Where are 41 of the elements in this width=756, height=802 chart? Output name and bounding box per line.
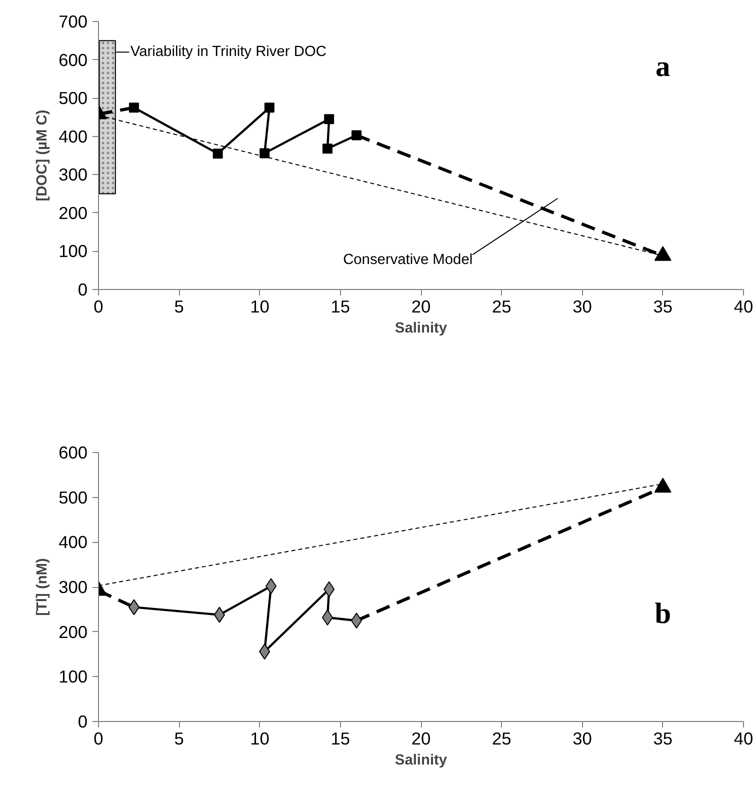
- x-tick-label: 0: [94, 728, 104, 748]
- y-tick-label: 500: [58, 88, 88, 108]
- x-tick-label: 20: [411, 728, 431, 748]
- x-tick-label: 40: [734, 728, 754, 748]
- x-tick-label: 30: [572, 728, 592, 748]
- x-tick-label: 5: [174, 296, 184, 316]
- x-tick-label: 20: [411, 296, 431, 316]
- y-axis-title: [Tl] (nM): [34, 558, 51, 616]
- x-tick-label: 15: [330, 728, 350, 748]
- y-tick-label: 100: [58, 666, 88, 687]
- x-tick-label: 5: [174, 728, 184, 748]
- x-tick-label: 10: [250, 728, 270, 748]
- x-tick-label: 0: [94, 296, 104, 316]
- x-tick-label: 10: [250, 296, 270, 316]
- x-tick-label: 25: [492, 728, 512, 748]
- y-tick-label: 0: [78, 712, 88, 732]
- annotation: Variability in Trinity River DOC: [130, 44, 327, 60]
- y-tick-label: 400: [58, 532, 88, 552]
- annotation: b: [654, 598, 672, 630]
- y-tick-label: 700: [58, 12, 88, 32]
- x-tick-label: 15: [330, 296, 350, 316]
- annotation: a: [656, 51, 671, 84]
- y-tick-label: 100: [58, 241, 88, 262]
- y-tick-label: 300: [58, 577, 88, 597]
- y-tick-label: 200: [58, 622, 88, 642]
- y-tick-label: 500: [58, 487, 88, 508]
- y-tick-label: 600: [58, 442, 88, 462]
- x-tick-label: 35: [653, 728, 673, 748]
- y-tick-label: 300: [58, 164, 88, 185]
- annotation: Conservative Model: [343, 252, 473, 268]
- x-tick-label: 35: [653, 296, 673, 316]
- y-tick-label: 600: [58, 50, 88, 70]
- y-tick-label: 400: [58, 126, 88, 146]
- y-axis-title: [DOC] (µM C): [34, 110, 51, 202]
- y-tick-label: 0: [78, 280, 88, 300]
- x-axis-title: Salinity: [394, 320, 448, 336]
- x-tick-label: 40: [734, 296, 754, 316]
- x-tick-label: 30: [572, 296, 592, 316]
- y-tick-label: 200: [58, 202, 88, 223]
- x-tick-label: 25: [492, 296, 512, 316]
- x-axis-title: Salinity: [394, 752, 448, 768]
